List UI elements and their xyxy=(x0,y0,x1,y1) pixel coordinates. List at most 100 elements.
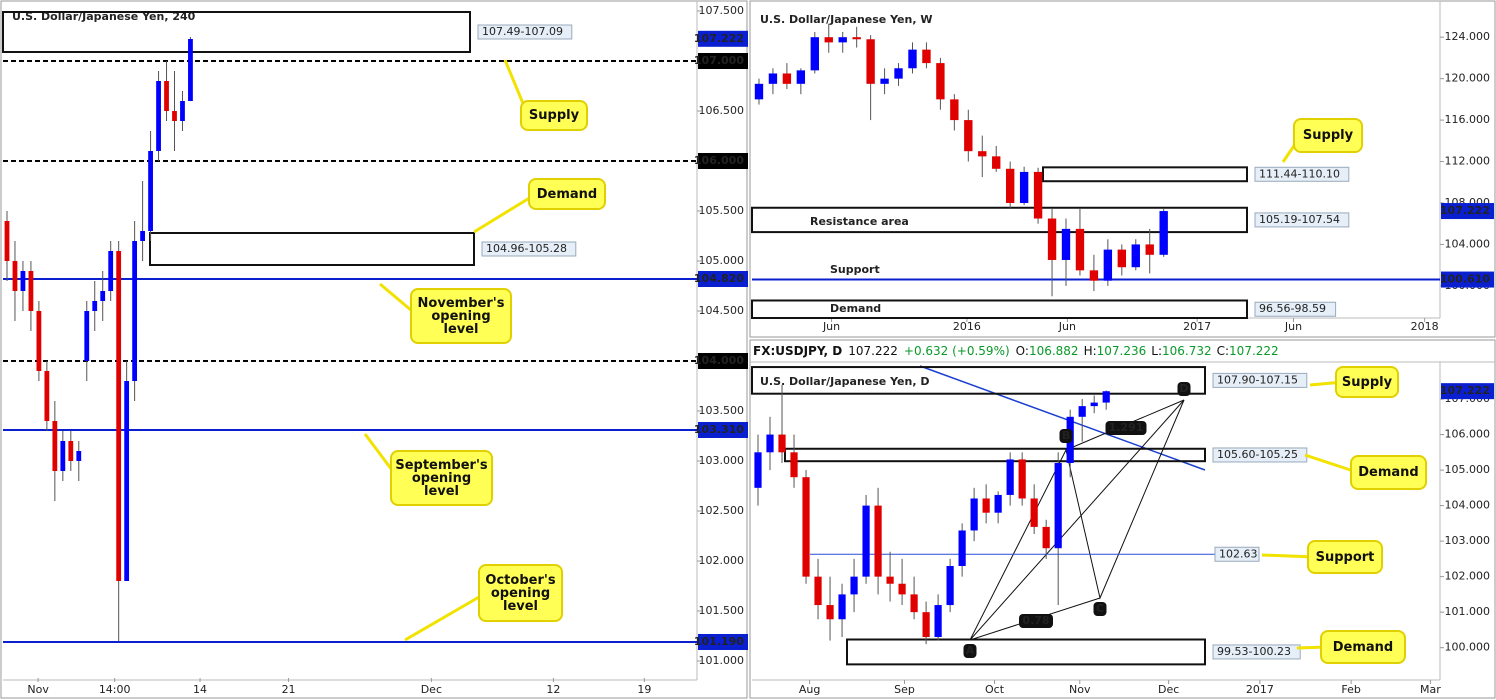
zone-annotation: Resistance area xyxy=(810,215,909,228)
candle-body xyxy=(76,451,82,461)
pattern-leg xyxy=(969,399,1185,641)
last-price-label: 107.222 xyxy=(1440,204,1490,217)
zone-label: 105.60-105.25 xyxy=(1217,448,1298,461)
callout: Supply xyxy=(1335,366,1399,398)
candle-body xyxy=(1117,249,1127,268)
pattern-label-box xyxy=(1105,421,1147,435)
y-tick-label: 101.000 xyxy=(1445,605,1491,618)
y-tick-label: 104.500 xyxy=(699,304,745,317)
price-badge-label: 104.820 xyxy=(694,272,744,285)
x-tick-label: 12 xyxy=(546,683,560,696)
zone-label-box xyxy=(477,24,573,40)
candle-body xyxy=(796,70,806,84)
zone xyxy=(149,232,475,266)
candle-body xyxy=(910,594,918,613)
candle-body xyxy=(1018,459,1026,499)
zone-label-box xyxy=(1212,372,1308,388)
x-tick-label: Feb xyxy=(1341,683,1360,696)
y-tick-label: 103.000 xyxy=(699,454,745,467)
candle-body xyxy=(1061,228,1071,260)
price-badge-label: 100.610 xyxy=(1440,273,1490,286)
y-tick-label: 100.000 xyxy=(1445,641,1491,654)
candle-body xyxy=(874,505,882,577)
trend-line xyxy=(919,365,1206,471)
candle-body xyxy=(172,111,177,121)
x-tick-label: 21 xyxy=(282,683,296,696)
x-tick-label: 2016 xyxy=(953,320,981,333)
candle-body xyxy=(994,494,1002,513)
candle-body xyxy=(92,301,98,311)
chart-title: U.S. Dollar/Japanese Yen, D xyxy=(760,375,929,388)
x-tick-label: Nov xyxy=(27,683,49,696)
candle-body xyxy=(982,498,990,513)
price-badge-label: 103.310 xyxy=(694,423,744,436)
pattern-label: 0.78 xyxy=(1022,614,1049,627)
candle-body xyxy=(68,441,74,461)
candle-body xyxy=(802,477,810,577)
candle-body xyxy=(1019,171,1029,203)
zone xyxy=(2,11,471,53)
y-tick-label: 124.000 xyxy=(1445,30,1491,43)
candle-body xyxy=(1075,228,1085,271)
candle-body xyxy=(12,261,18,291)
candle-body xyxy=(188,39,193,101)
candle-body xyxy=(1030,498,1038,527)
candle-body xyxy=(970,498,978,531)
price-badge xyxy=(698,353,748,369)
candle-body xyxy=(1131,244,1140,268)
harmonic-pattern xyxy=(969,399,1185,641)
candle-body xyxy=(180,101,185,121)
candle-body xyxy=(880,78,889,84)
header-text: FX:USDJPY, D xyxy=(753,344,843,358)
candle-body xyxy=(1089,270,1099,281)
candle-body xyxy=(148,151,153,231)
y-tick-label: 106.500 xyxy=(699,104,745,117)
last-price-label: 107.222 xyxy=(1440,384,1490,397)
candle-body xyxy=(44,371,50,421)
candle-body xyxy=(894,68,903,79)
pattern-label-box xyxy=(1177,382,1191,396)
zone xyxy=(846,638,1206,666)
y-tick-label: 107.500 xyxy=(699,4,745,17)
candle-body xyxy=(898,583,906,595)
candle-body xyxy=(124,381,130,581)
header-text: 107.222 xyxy=(848,344,898,358)
candle-body xyxy=(766,434,774,453)
candle-body xyxy=(992,156,1001,169)
level-label: 102.63 xyxy=(1219,547,1258,560)
y-tick-label: 106.000 xyxy=(1445,428,1491,441)
candle-body xyxy=(1078,406,1086,417)
y-tick-label: 112.000 xyxy=(1445,155,1491,168)
y-tick-label: 116.000 xyxy=(1445,113,1491,126)
pattern-label-box xyxy=(1019,614,1053,628)
candle-body xyxy=(946,565,954,606)
x-tick-label: 19 xyxy=(637,683,651,696)
chart-title: U.S. Dollar/Japanese Yen, W xyxy=(760,13,932,26)
zone xyxy=(751,366,1206,395)
candle-body xyxy=(782,73,792,84)
x-tick-label: Mar xyxy=(1420,683,1441,696)
x-tick-label: Dec xyxy=(421,683,442,696)
candle-body xyxy=(20,271,26,291)
candle-body xyxy=(826,605,834,620)
callout: Supply xyxy=(1293,118,1363,153)
callout-pointer xyxy=(1261,553,1316,559)
x-tick-label: Oct xyxy=(985,683,1005,696)
last-price-badge xyxy=(698,30,748,47)
price-badge-label: 104.000 xyxy=(694,354,744,367)
last-price-label: 107.222 xyxy=(694,32,744,45)
candle-body xyxy=(1103,249,1113,281)
x-tick-label: Jun xyxy=(1058,320,1076,333)
candle-body xyxy=(950,99,959,121)
candle-body xyxy=(866,39,875,84)
price-badge xyxy=(698,634,748,650)
candle-body xyxy=(156,81,161,151)
candle-body xyxy=(100,291,106,301)
zone xyxy=(751,299,1248,320)
pattern-label-box xyxy=(1059,429,1073,443)
zone-label-box xyxy=(1212,644,1301,660)
candle-body xyxy=(978,151,987,157)
y-tick-label: 120.000 xyxy=(1445,72,1491,85)
zone-label-box xyxy=(1254,301,1337,317)
